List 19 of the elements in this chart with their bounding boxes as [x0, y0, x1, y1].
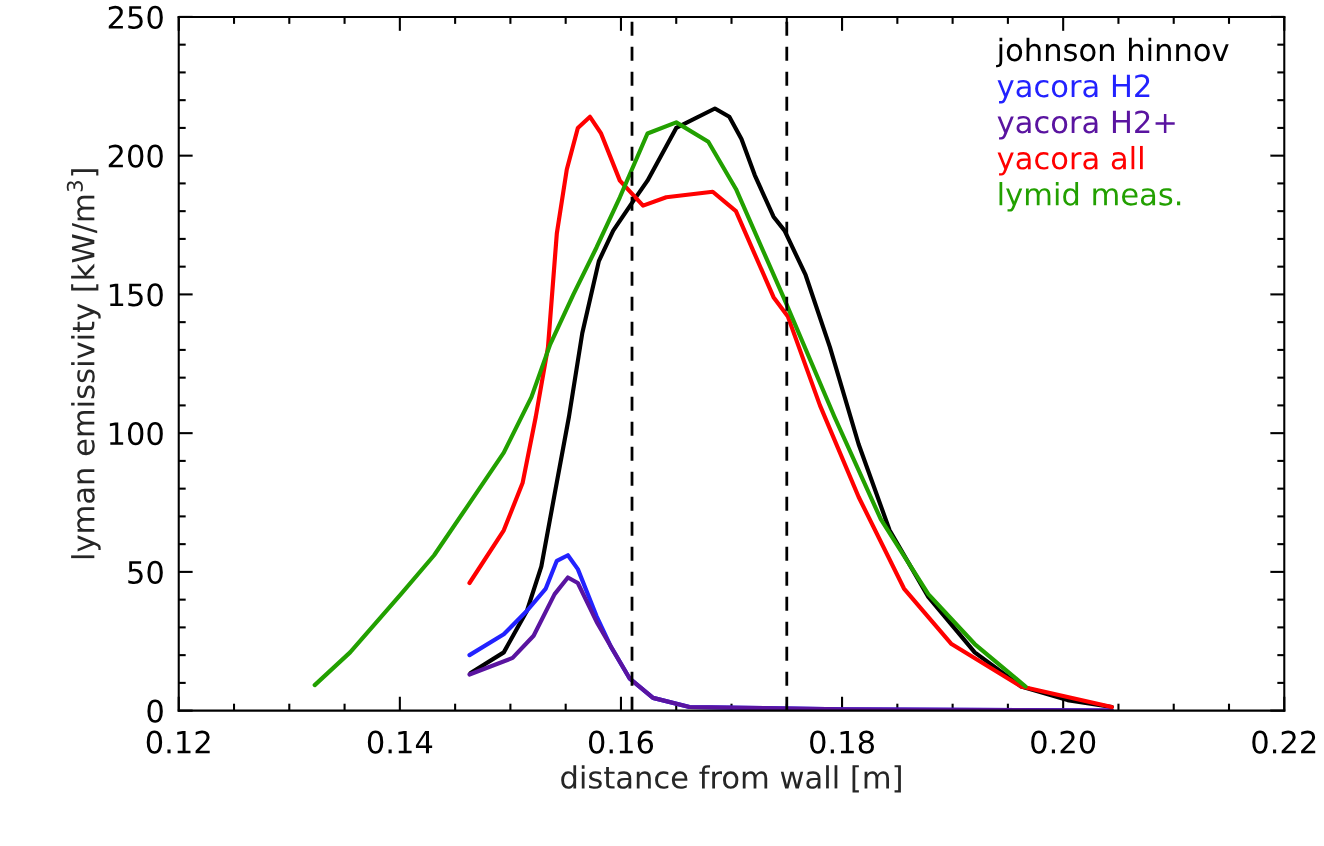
x-tick-label: 0.14 — [367, 730, 433, 754]
text: yacora all — [997, 145, 1143, 176]
y-tick-label: 200 — [108, 144, 163, 168]
x-tick-label: 0.16 — [588, 730, 654, 754]
x-tick-label: 0.12 — [146, 730, 210, 754]
x-axis-title: distance from wall [m] — [561, 765, 901, 793]
y-tick-label: 100 — [109, 422, 163, 446]
y-tick-label: 50 — [128, 560, 163, 584]
text: lymid meas. — [999, 182, 1181, 212]
y-tick-label: 250 — [108, 5, 163, 29]
legend-label: johnson hinnov — [996, 37, 1229, 68]
y-axis-title: lyman emissivity [kW/m$^{3}$] — [66, 169, 101, 559]
x-tick-label: 0.18 — [810, 730, 874, 754]
x-tick-label: 0.20 — [1031, 730, 1096, 754]
text: yacora H2+ — [997, 110, 1175, 140]
x-tick-label: 0.22 — [1252, 730, 1316, 754]
text: yacora H2 — [997, 74, 1150, 104]
y-tick-label: 150 — [109, 283, 163, 307]
y-tick-label: 0 — [147, 699, 163, 723]
